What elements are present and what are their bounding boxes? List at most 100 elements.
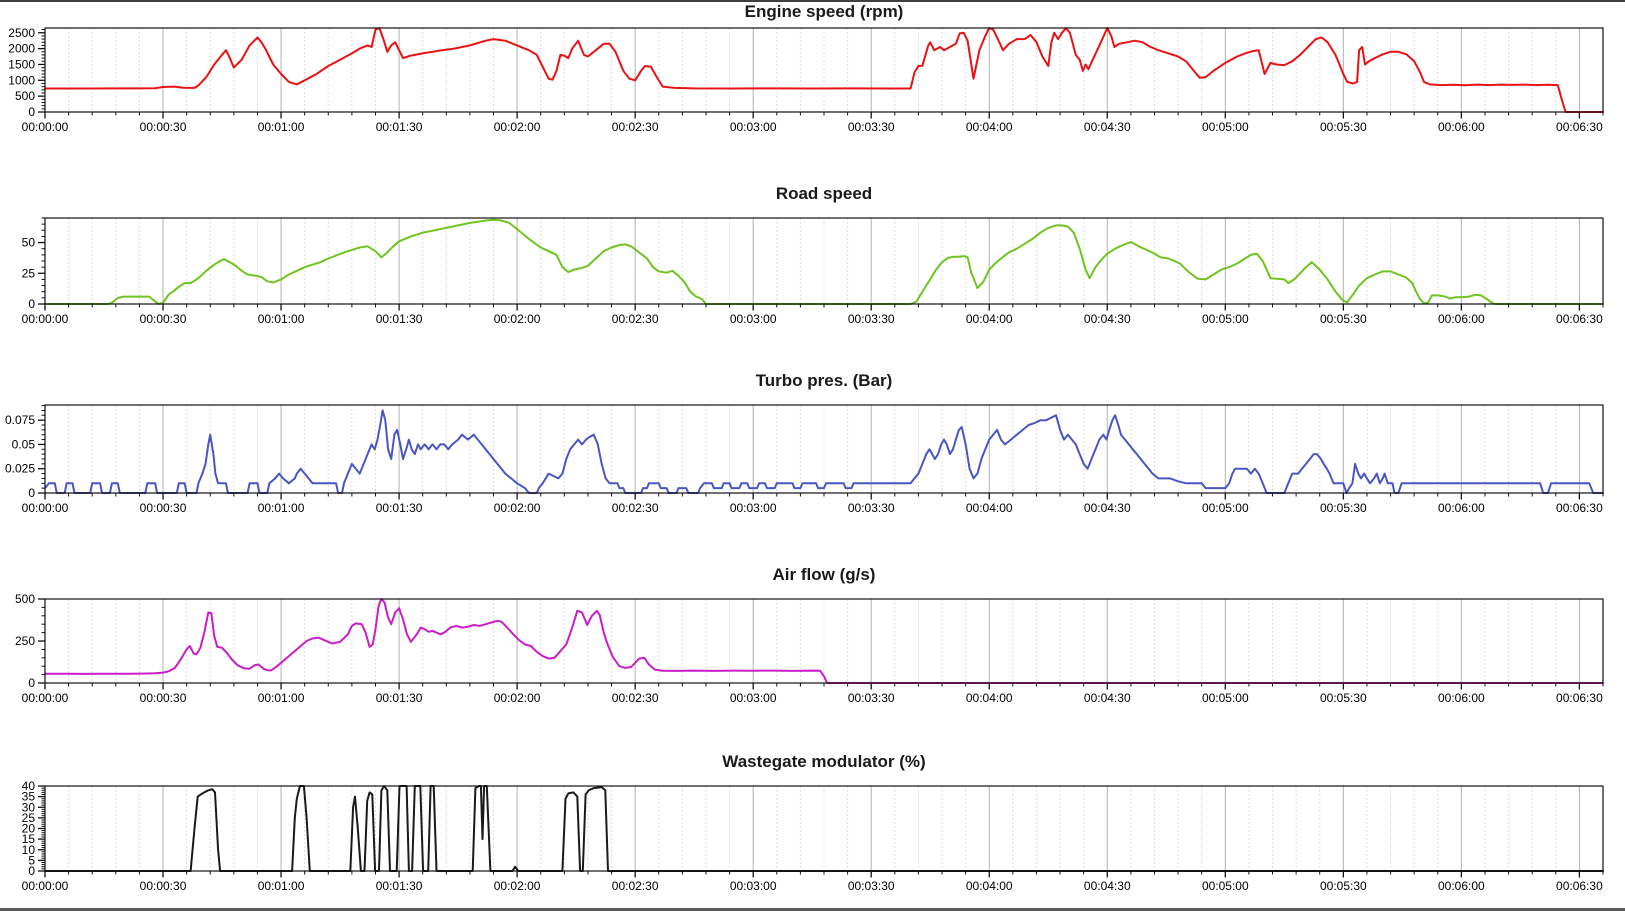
svg-text:1000: 1000 <box>8 73 35 87</box>
svg-text:00:00:30: 00:00:30 <box>140 120 187 134</box>
window-top-border <box>0 0 1625 2</box>
air-flow-title: Air flow (g/s) <box>772 565 876 584</box>
svg-text:0: 0 <box>28 105 35 119</box>
svg-text:00:06:30: 00:06:30 <box>1556 120 1603 134</box>
svg-text:00:06:00: 00:06:00 <box>1438 501 1485 515</box>
air-flow-chart: 00:00:00 00:00:30 00:01:00 00:01:30 00:02:00… <box>15 592 1604 705</box>
svg-text:00:06:30: 00:06:30 <box>1556 312 1603 326</box>
svg-text:500: 500 <box>15 592 35 606</box>
svg-text:00:01:00: 00:01:00 <box>258 501 305 515</box>
svg-text:00:05:30: 00:05:30 <box>1320 312 1367 326</box>
svg-text:00:05:00: 00:05:00 <box>1202 879 1249 893</box>
svg-text:0: 0 <box>28 486 35 500</box>
svg-text:00:05:00: 00:05:00 <box>1202 312 1249 326</box>
window-bottom-border <box>0 908 1625 911</box>
svg-text:00:00:00: 00:00:00 <box>22 120 69 134</box>
svg-text:00:06:00: 00:06:00 <box>1438 691 1485 705</box>
svg-text:00:02:30: 00:02:30 <box>612 120 659 134</box>
road-speed-chart: 00:00:00 00:00:30 00:01:00 00:01:30 00:02:00… <box>22 217 1604 326</box>
svg-text:00:03:30: 00:03:30 <box>848 501 895 515</box>
svg-text:500: 500 <box>15 89 35 103</box>
svg-text:00:01:30: 00:01:30 <box>376 879 423 893</box>
svg-text:0: 0 <box>28 297 35 311</box>
svg-text:1500: 1500 <box>8 57 35 71</box>
svg-text:00:00:00: 00:00:00 <box>22 501 69 515</box>
svg-text:00:00:30: 00:00:30 <box>140 879 187 893</box>
svg-text:00:03:00: 00:03:00 <box>730 501 777 515</box>
svg-text:00:01:30: 00:01:30 <box>376 691 423 705</box>
svg-text:25: 25 <box>22 811 36 825</box>
svg-text:00:05:30: 00:05:30 <box>1320 879 1367 893</box>
svg-text:00:05:00: 00:05:00 <box>1202 501 1249 515</box>
svg-text:00:04:30: 00:04:30 <box>1084 691 1131 705</box>
svg-text:10: 10 <box>22 843 36 857</box>
svg-text:00:04:30: 00:04:30 <box>1084 312 1131 326</box>
svg-text:00:05:00: 00:05:00 <box>1202 691 1249 705</box>
svg-text:00:05:30: 00:05:30 <box>1320 691 1367 705</box>
svg-text:00:04:30: 00:04:30 <box>1084 501 1131 515</box>
svg-text:2500: 2500 <box>8 26 35 40</box>
svg-text:00:03:00: 00:03:00 <box>730 691 777 705</box>
svg-text:00:04:00: 00:04:00 <box>966 691 1013 705</box>
svg-text:250: 250 <box>15 634 35 648</box>
wastegate-title: Wastegate modulator (%) <box>722 752 926 771</box>
svg-text:00:03:00: 00:03:00 <box>730 879 777 893</box>
svg-text:00:03:00: 00:03:00 <box>730 312 777 326</box>
svg-text:00:01:00: 00:01:00 <box>258 691 305 705</box>
svg-text:00:02:00: 00:02:00 <box>494 501 541 515</box>
svg-text:00:02:30: 00:02:30 <box>612 691 659 705</box>
engine-speed-chart: 00:00:00 00:00:30 00:01:00 00:01:30 00:02:00… <box>8 26 1604 134</box>
svg-text:00:03:00: 00:03:00 <box>730 120 777 134</box>
svg-text:00:00:00: 00:00:00 <box>22 691 69 705</box>
svg-text:00:06:30: 00:06:30 <box>1556 691 1603 705</box>
svg-text:00:06:00: 00:06:00 <box>1438 312 1485 326</box>
svg-text:00:03:30: 00:03:30 <box>848 879 895 893</box>
svg-text:00:00:30: 00:00:30 <box>140 691 187 705</box>
svg-text:00:04:00: 00:04:00 <box>966 501 1013 515</box>
svg-text:20: 20 <box>22 822 36 836</box>
svg-text:00:05:30: 00:05:30 <box>1320 501 1367 515</box>
svg-text:00:01:30: 00:01:30 <box>376 501 423 515</box>
svg-text:00:00:00: 00:00:00 <box>22 312 69 326</box>
svg-text:00:03:30: 00:03:30 <box>848 120 895 134</box>
turbo-pressure-chart: 00:00:00 00:00:30 00:01:00 00:01:30 00:02:00… <box>5 404 1604 515</box>
svg-text:00:01:00: 00:01:00 <box>258 312 305 326</box>
svg-text:15: 15 <box>22 832 36 846</box>
svg-text:00:04:30: 00:04:30 <box>1084 879 1131 893</box>
svg-text:00:05:30: 00:05:30 <box>1320 120 1367 134</box>
svg-text:00:04:30: 00:04:30 <box>1084 120 1131 134</box>
svg-text:00:04:00: 00:04:00 <box>966 879 1013 893</box>
svg-text:00:04:00: 00:04:00 <box>966 120 1013 134</box>
svg-text:00:01:00: 00:01:00 <box>258 879 305 893</box>
svg-text:25: 25 <box>22 266 36 280</box>
svg-text:00:06:30: 00:06:30 <box>1556 879 1603 893</box>
svg-text:00:02:00: 00:02:00 <box>494 312 541 326</box>
wastegate-chart: 00:00:00 00:00:30 00:01:00 00:01:30 00:02:00… <box>22 779 1604 893</box>
svg-text:00:02:00: 00:02:00 <box>494 879 541 893</box>
svg-text:00:06:30: 00:06:30 <box>1556 501 1603 515</box>
svg-text:00:01:30: 00:01:30 <box>376 312 423 326</box>
svg-text:00:02:00: 00:02:00 <box>494 120 541 134</box>
svg-text:0.025: 0.025 <box>5 462 35 476</box>
svg-text:00:03:30: 00:03:30 <box>848 312 895 326</box>
svg-text:35: 35 <box>22 790 36 804</box>
svg-text:00:00:30: 00:00:30 <box>140 312 187 326</box>
turbo-pressure-title: Turbo pres. (Bar) <box>755 371 893 390</box>
svg-text:50: 50 <box>22 236 36 250</box>
svg-text:00:00:30: 00:00:30 <box>140 501 187 515</box>
svg-text:00:05:00: 00:05:00 <box>1202 120 1249 134</box>
svg-text:00:06:00: 00:06:00 <box>1438 120 1485 134</box>
svg-text:00:03:30: 00:03:30 <box>848 691 895 705</box>
svg-text:0: 0 <box>28 864 35 878</box>
svg-text:00:01:00: 00:01:00 <box>258 120 305 134</box>
svg-text:40: 40 <box>22 779 36 793</box>
svg-text:00:02:00: 00:02:00 <box>494 691 541 705</box>
svg-text:00:01:30: 00:01:30 <box>376 120 423 134</box>
svg-text:00:00:00: 00:00:00 <box>22 879 69 893</box>
svg-text:0.05: 0.05 <box>12 437 36 451</box>
road-speed-title: Road speed <box>775 184 873 203</box>
svg-text:0.075: 0.075 <box>5 413 35 427</box>
engine-speed-title: Engine speed (rpm) <box>744 2 904 21</box>
svg-text:00:02:30: 00:02:30 <box>612 312 659 326</box>
svg-text:30: 30 <box>22 800 36 814</box>
